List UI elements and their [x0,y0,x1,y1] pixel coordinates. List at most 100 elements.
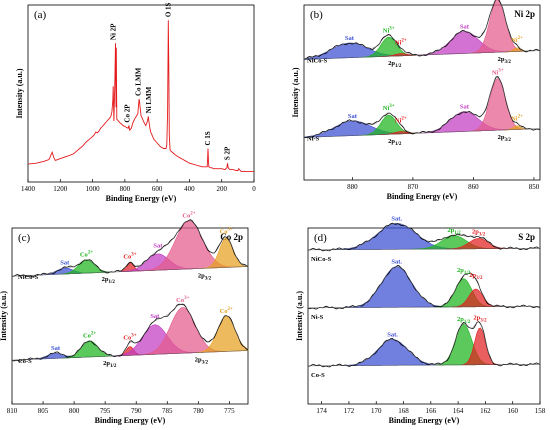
peak-label-b: Sat [460,104,470,111]
x-tick-label-c: 810 [7,407,18,415]
orbital-label-c: 2p1/2 [102,276,116,285]
peak-label-d: Sat. [387,331,398,338]
panel-label-c: (c) [18,232,31,244]
x-tick-label-d: 172 [344,407,355,415]
x-tick-label-a: 1000 [86,185,101,193]
raw-spectrum-c [11,303,249,362]
peak-label-d: 2p1/2 [457,267,471,276]
plot-frame-b [303,4,541,181]
x-tick-label-a: 600 [152,185,163,193]
peak-label-c: Sat [51,345,61,352]
component-peak-c [62,340,117,359]
x-axis-label-b: Binding Energy (eV) [387,192,458,201]
panel-title-b: Ni 2p [514,9,535,19]
plot-frame-d [307,227,541,405]
x-tick-label-d: 174 [316,407,327,415]
panel-title-c: Co 2p [220,232,243,242]
x-tick-label-d: 160 [507,407,518,415]
x-tick-label-d: 170 [371,407,382,415]
x-tick-label-a: 800 [120,185,131,193]
peak-label-b: Ni2+ [511,36,523,44]
x-axis-label-a: Binding Energy (eV) [106,194,177,203]
fit-envelope-c [12,220,249,277]
x-tick-label-a: 400 [184,185,195,193]
survey-spectrum-line [27,20,254,172]
peak-label-c: Co2+ [220,307,233,315]
raw-spectrum-d [307,321,541,368]
peak-label-d: Sat. [391,259,402,266]
peak-label-b: Ni3+ [383,104,395,112]
peak-label-c: Co3+ [220,228,233,236]
peak-annotation: Ni LMM [145,86,153,113]
peak-annotation: S 2P [224,146,232,160]
x-tick-label-c: 795 [100,407,111,415]
panel-label-a: (a) [34,9,47,21]
sample-label-d: NiCo-S [311,256,332,263]
peak-label-d: 2p1/2 [447,227,461,236]
plot-frame-c [11,227,249,405]
peak-annotation: Co LMM [135,67,143,96]
x-tick-label-c: 780 [193,407,204,415]
x-tick-label-c: 775 [224,407,235,415]
x-tick-label-b: 880 [347,183,358,191]
peak-label-b: Sat [345,35,355,42]
peak-label-c: Co3+ [123,333,136,341]
x-axis-label-d: Binding Energy (eV) [389,416,460,425]
peak-label-c: Sat [60,260,70,267]
panel-label-b: (b) [310,9,323,21]
peak-label-b: Sat [460,23,470,30]
peak-label-c: Co3+ [123,253,136,261]
orbital-label-b: 2p1/2 [388,138,402,147]
x-tick-label-c: 800 [69,407,80,415]
peak-label-c: Co2+ [83,332,96,340]
y-axis-label-c: Intensity (a.u.) [0,291,8,341]
x-tick-label-d: 162 [480,407,491,415]
component-peak-d [344,266,450,308]
baseline-c [12,350,249,361]
x-tick-label-d: 168 [398,407,409,415]
peak-label-c: Sat [150,313,160,320]
orbital-label-b: 2p3/2 [498,134,512,143]
baseline-c [12,266,249,277]
orbital-label-c: 2p1/2 [103,360,117,369]
component-peak-d [340,339,445,366]
x-tick-label-a: 1400 [21,185,36,193]
x-tick-label-b: 850 [529,183,540,191]
x-tick-label-b: 860 [468,183,479,191]
plot-frame-a [27,4,255,183]
orbital-label-c: 2p3/2 [195,356,209,365]
peak-label-b: Ni3+ [492,69,504,77]
peak-annotation: C 1S [204,131,212,145]
peak-annotation: Ni 2P [110,23,118,40]
sample-label-c: Co-S [18,358,32,365]
x-tick-label-c: 790 [131,407,142,415]
x-tick-label-c: 785 [162,407,173,415]
peak-label-b: Ni2+ [395,116,407,124]
peak-annotation: O 1S [164,2,172,17]
peak-label-d: 2p3/2 [473,314,487,323]
orbital-label-b: 2p3/2 [498,56,512,65]
fit-envelope-b [303,0,541,59]
fit-envelope-b [303,77,541,138]
sample-label-b: Ni-S [307,135,320,142]
peak-label-b: Ni2+ [395,38,407,46]
y-axis-label-a: Intensity (a.u.) [15,68,24,118]
y-axis-label-d: Intensity (a.u.) [295,291,304,341]
x-tick-label-c: 805 [38,407,49,415]
peak-label-d: 2p3/2 [469,272,483,281]
peak-label-b: Ni3+ [383,26,395,34]
raw-spectrum-d [307,265,541,310]
y-axis-label-b: Intensity (a.u.) [291,67,300,117]
peak-label-d: Sat. [391,215,402,222]
fit-envelope-d [308,321,541,366]
x-axis-label-c: Binding Energy (eV) [95,416,166,425]
x-tick-label-d: 164 [453,407,464,415]
panel-label-d: (d) [314,232,327,244]
sample-label-d: Co-S [311,372,325,379]
sample-label-c: NiCo-S [18,274,39,281]
orbital-label-c: 2p3/2 [198,272,212,281]
x-tick-label-b: 870 [408,183,419,191]
x-tick-label-a: 1200 [53,185,68,193]
peak-label-d: 2p3/2 [472,229,486,238]
peak-label-c: Sat [153,242,163,249]
